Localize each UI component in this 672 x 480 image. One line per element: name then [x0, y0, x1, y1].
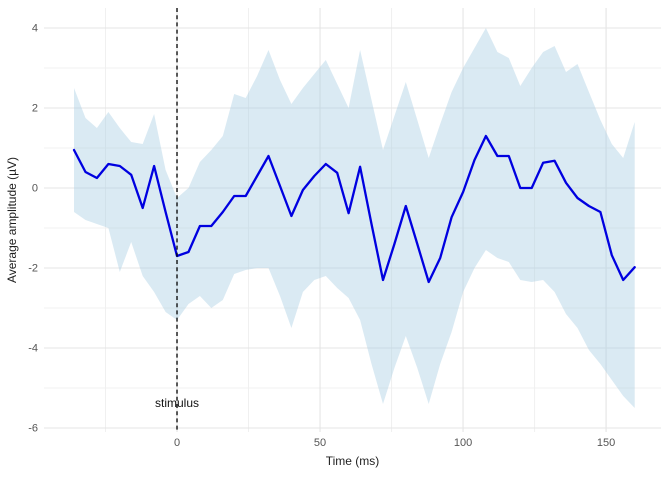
x-axis-title: Time (ms)	[325, 454, 380, 468]
y-axis-title: Average amplitude (µV)	[5, 156, 19, 284]
x-tick-label: 50	[314, 437, 326, 449]
confidence-ribbon	[74, 28, 635, 408]
mean-amplitude-line	[72, 134, 636, 284]
y-tick-label: 4	[32, 23, 38, 35]
x-tick-label: 100	[454, 437, 472, 449]
y-tick-label: -6	[28, 423, 38, 435]
y-tick-label: 0	[32, 183, 38, 195]
y-tick-label: 2	[32, 103, 38, 115]
y-tick-label: -2	[28, 263, 38, 275]
x-tick-label: 150	[597, 437, 615, 449]
y-tick-label: -4	[28, 343, 38, 355]
x-tick-label: 0	[174, 437, 180, 449]
stimulus-annotation: stimulus	[155, 396, 199, 410]
